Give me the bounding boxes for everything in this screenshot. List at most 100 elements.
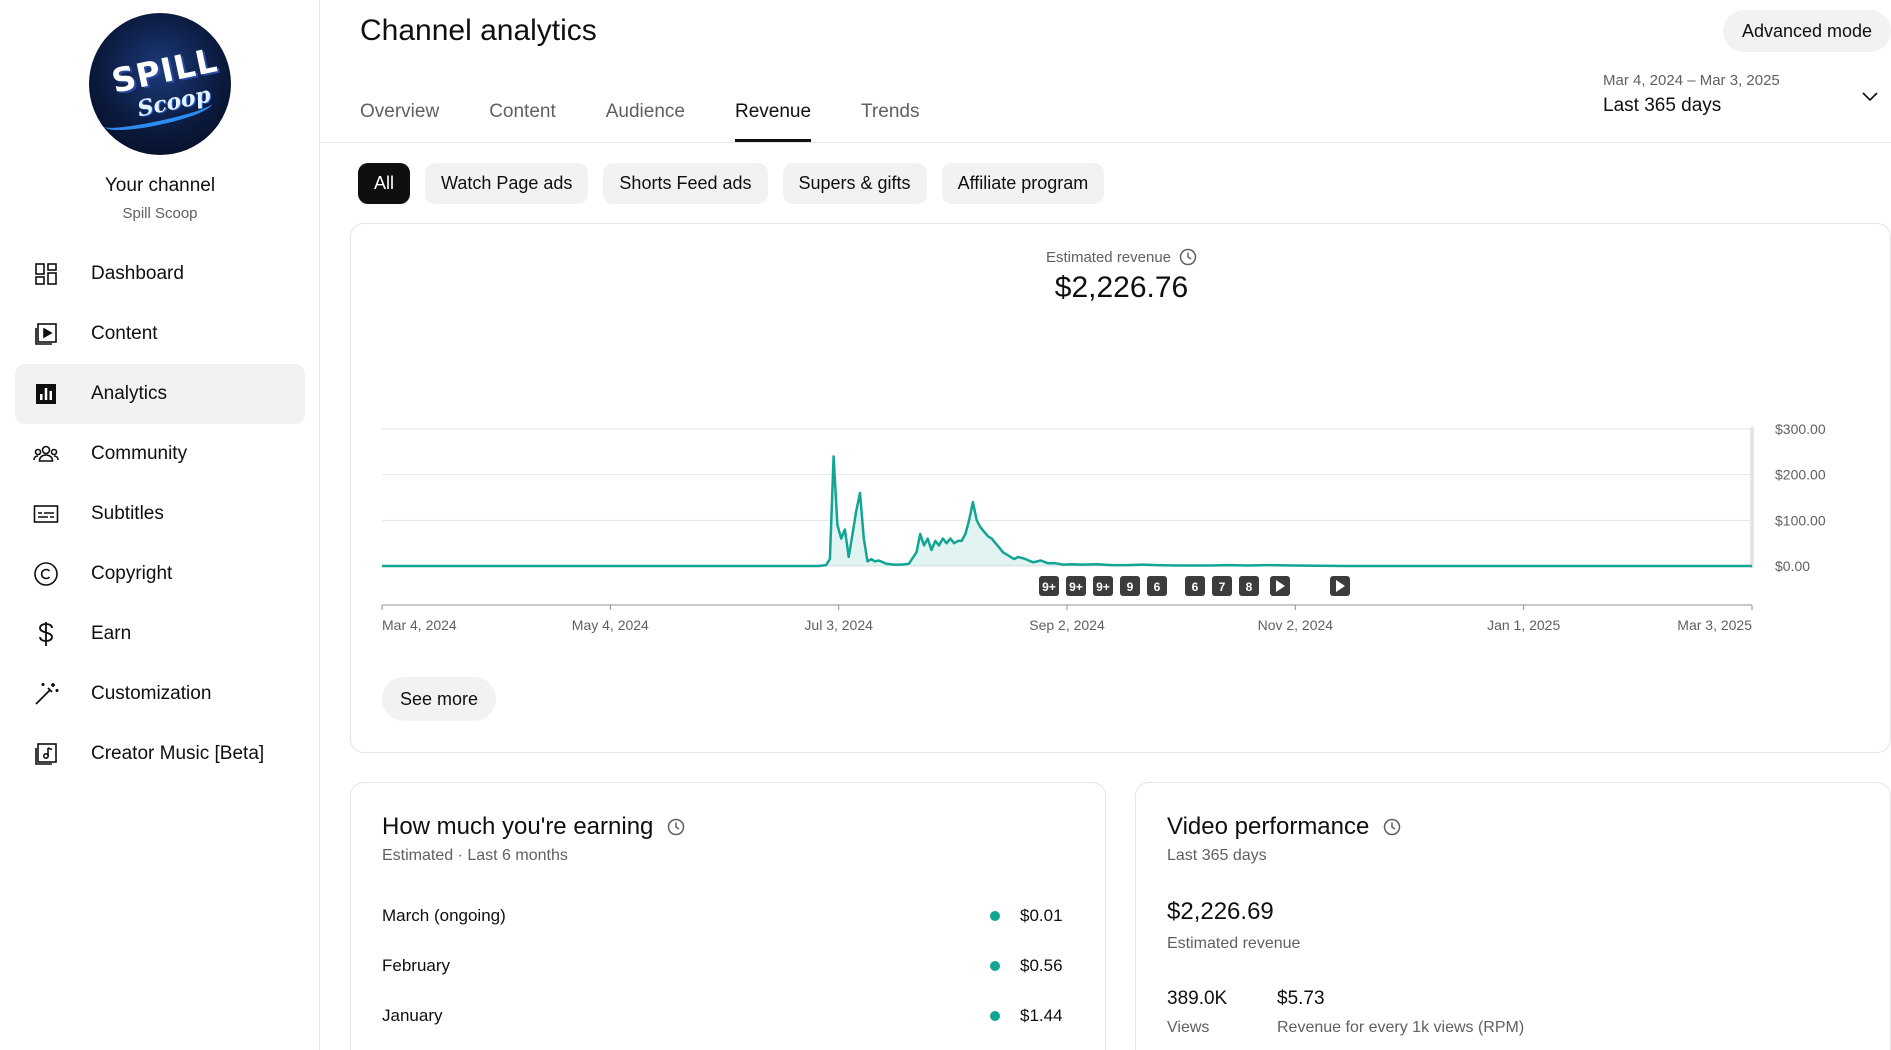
sidebar-item-label: Creator Music [Beta] xyxy=(91,743,265,764)
chip-affiliate-program[interactable]: Affiliate program xyxy=(941,163,1105,204)
upload-marker-label: 9+ xyxy=(1069,580,1083,594)
chevron-down-icon[interactable] xyxy=(1860,86,1880,106)
sidebar-item-label: Earn xyxy=(91,623,132,644)
month-value: $0.01 xyxy=(1020,906,1063,925)
advanced-mode-button[interactable]: Advanced mode xyxy=(1723,10,1891,52)
sidebar-item-creator-music[interactable]: Creator Music [Beta] xyxy=(15,724,305,784)
upload-marker xyxy=(1185,576,1205,596)
series-dot xyxy=(990,1011,1000,1021)
chip-shorts-feed-ads[interactable]: Shorts Feed ads xyxy=(603,163,768,204)
earning-card-title: How much you're earning xyxy=(382,813,654,840)
upload-marker xyxy=(1212,576,1232,596)
list-item: February $0.56 xyxy=(382,951,1063,981)
header-divider xyxy=(320,142,1891,143)
chip-watch-page-ads[interactable]: Watch Page ads xyxy=(425,163,589,204)
month-label: February xyxy=(382,956,451,975)
views-label: Views xyxy=(1167,1019,1210,1036)
content-icon xyxy=(31,319,61,349)
month-value: $0.56 xyxy=(1020,956,1063,975)
sidebar-item-label: Customization xyxy=(91,683,212,704)
sidebar-item-dashboard[interactable]: Dashboard xyxy=(15,244,305,304)
page-title: Channel analytics xyxy=(360,14,597,47)
analytics-icon xyxy=(31,379,61,409)
channel-avatar[interactable]: SPILL Scoop xyxy=(89,13,231,155)
clock-icon[interactable] xyxy=(1179,248,1197,266)
sidebar-item-customization[interactable]: Customization xyxy=(15,664,305,724)
y-tick-label: $0.00 xyxy=(1775,558,1810,574)
clock-icon[interactable] xyxy=(1383,818,1401,836)
series-dot xyxy=(990,961,1000,971)
upload-marker-label: 6 xyxy=(1154,580,1161,594)
video-card-title: Video performance xyxy=(1167,813,1370,840)
video-card-subtitle: Last 365 days xyxy=(1167,847,1267,864)
dashboard-icon xyxy=(31,259,61,289)
video-card-title-row: Video performance xyxy=(1167,813,1401,841)
play-icon xyxy=(1336,580,1345,592)
chip-supers-gifts[interactable]: Supers & gifts xyxy=(782,163,927,204)
sidebar-nav: Dashboard Content Analytics Community Su… xyxy=(15,244,305,784)
series-area xyxy=(382,456,1752,566)
upload-marker xyxy=(1239,576,1259,596)
sidebar: SPILL Scoop Your channel Spill Scoop Das… xyxy=(0,0,320,1050)
x-tick-label: Nov 2, 2024 xyxy=(1258,617,1334,633)
tab-audience[interactable]: Audience xyxy=(605,101,685,122)
your-channel-label: Your channel xyxy=(104,175,216,196)
earning-card-subtitle: Estimated · Last 6 months xyxy=(382,847,568,864)
tab-content[interactable]: Content xyxy=(489,101,556,122)
copyright-icon xyxy=(31,559,61,589)
y-tick-label: $300.00 xyxy=(1775,421,1826,437)
upload-marker-label: 8 xyxy=(1246,580,1253,594)
series-dot xyxy=(990,911,1000,921)
sidebar-item-copyright[interactable]: Copyright xyxy=(15,544,305,604)
x-tick-label: Jan 1, 2025 xyxy=(1487,617,1560,633)
rpm-value: $5.73 xyxy=(1277,988,1325,1009)
community-icon xyxy=(31,439,61,469)
revenue-filter-chips: All Watch Page ads Shorts Feed ads Super… xyxy=(358,163,1119,204)
analytics-tabs: Overview Content Audience Revenue Trends xyxy=(360,80,969,142)
sidebar-item-label: Copyright xyxy=(91,563,173,584)
month-value: $1.44 xyxy=(1020,1006,1063,1025)
dollar-icon xyxy=(31,619,61,649)
sidebar-item-subtitles[interactable]: Subtitles xyxy=(15,484,305,544)
month-label: January xyxy=(382,1006,443,1025)
month-label: March (ongoing) xyxy=(382,906,506,925)
video-performance-card: Video performance Last 365 days $2,226.6… xyxy=(1135,782,1891,1050)
channel-name: Spill Scoop xyxy=(122,205,198,222)
revenue-chart-card: Estimated revenue $2,226.76 $300.00 $200.… xyxy=(350,223,1891,753)
upload-marker xyxy=(1120,576,1140,596)
tab-trends[interactable]: Trends xyxy=(861,101,920,122)
x-tick-label: Mar 4, 2024 xyxy=(382,617,457,633)
date-range-selector[interactable]: Last 365 days xyxy=(1603,95,1722,116)
y-tick-label: $200.00 xyxy=(1775,467,1826,483)
list-item: March (ongoing) $0.01 xyxy=(382,901,1063,931)
earning-card: How much you're earning Estimated · Last… xyxy=(350,782,1106,1050)
sidebar-item-label: Analytics xyxy=(91,383,168,404)
sidebar-item-content[interactable]: Content xyxy=(15,304,305,364)
video-revenue-value: $2,226.69 xyxy=(1167,898,1274,925)
sidebar-item-earn[interactable]: Earn xyxy=(15,604,305,664)
metric-label: Estimated revenue xyxy=(1045,248,1172,266)
play-icon xyxy=(1276,580,1285,592)
chip-all[interactable]: All xyxy=(358,163,411,204)
x-tick-label: Mar 3, 2025 xyxy=(1677,617,1752,633)
clock-icon[interactable] xyxy=(667,818,685,836)
tab-overview[interactable]: Overview xyxy=(360,101,440,122)
date-range-text: Mar 4, 2024 – Mar 3, 2025 xyxy=(1603,72,1780,89)
revenue-line-chart[interactable]: $300.00 $200.00 $100.00 $0.00 Mar 4, 2024 May… xyxy=(351,224,1891,644)
see-more-button[interactable]: See more xyxy=(382,677,496,721)
upload-marker-label: 9+ xyxy=(1042,580,1056,594)
series-line xyxy=(382,455,1752,568)
views-value: 389.0K xyxy=(1167,988,1228,1009)
x-tick-label: Sep 2, 2024 xyxy=(1029,617,1105,633)
upload-marker-label: 9+ xyxy=(1096,580,1110,594)
sidebar-item-label: Dashboard xyxy=(91,263,184,284)
upload-marker-label: 9 xyxy=(1127,580,1134,594)
sidebar-item-label: Content xyxy=(91,323,158,344)
sidebar-item-analytics[interactable]: Analytics xyxy=(15,364,305,424)
video-revenue-label: Estimated revenue xyxy=(1167,935,1301,952)
tab-revenue[interactable]: Revenue xyxy=(734,80,812,142)
sidebar-item-community[interactable]: Community xyxy=(15,424,305,484)
y-tick-label: $100.00 xyxy=(1775,512,1826,528)
earning-card-title-row: How much you're earning xyxy=(382,813,685,841)
upload-marker xyxy=(1147,576,1167,596)
